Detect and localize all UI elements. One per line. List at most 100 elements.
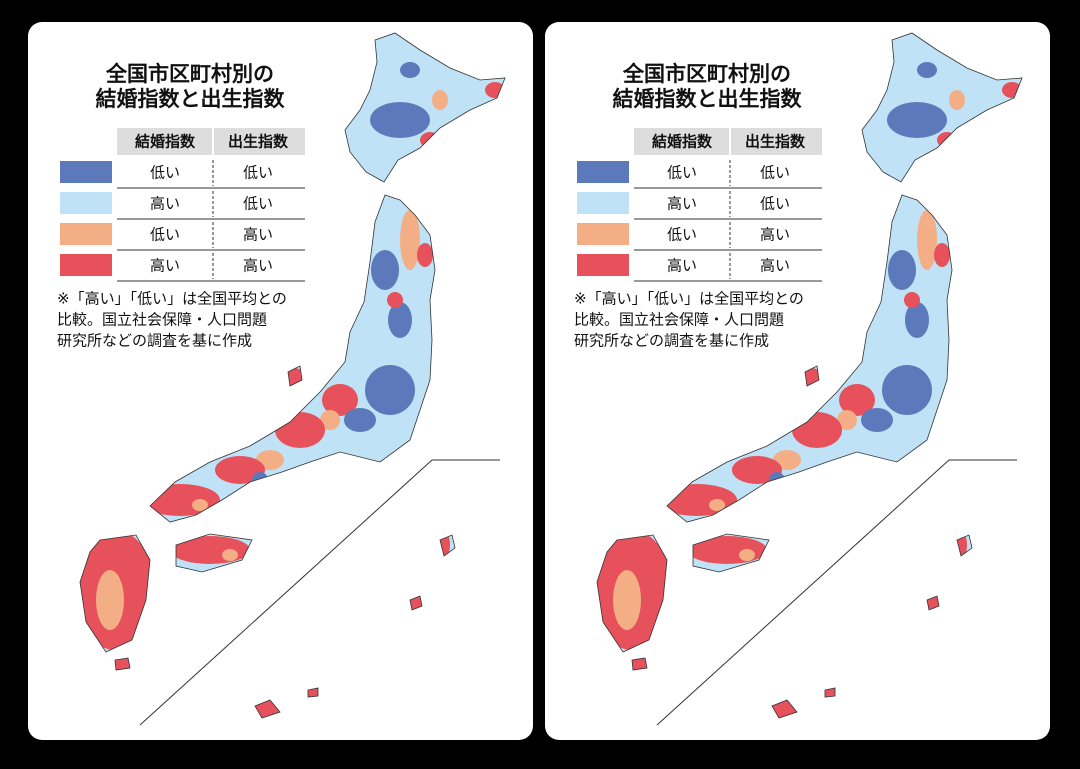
coast [861,32,1023,183]
coast [439,534,456,557]
regions [80,62,505,718]
legend-header: 出生指数 [745,133,806,151]
legend-marriage: 低い [667,164,697,182]
region [344,408,376,432]
inset-frame [656,459,1017,726]
region [432,90,448,110]
region [732,456,782,484]
title: 全国市区町村別の [622,62,791,86]
note: 比較。国立社会保障・人口問題 [57,311,267,329]
coast [771,699,798,719]
coast [926,595,940,611]
coast [409,595,423,611]
region [320,410,340,430]
note: ※「高い」「低い」は全国平均との [574,290,804,308]
map-panel: 全国市区町村別の 結婚指数と出生指数 結婚指数 出生指数 低い 低い 高い 低い 低い 高い 高い高… [28,22,533,740]
region [917,62,937,78]
coast [666,194,953,523]
region [905,302,929,338]
legend-swatch [577,254,629,276]
legend-marriage: 高い [667,257,697,275]
region [417,243,433,267]
region [222,549,238,561]
region [687,536,767,564]
legend-header: 結婚指数 [135,133,196,151]
inset-frame [139,459,500,726]
region [388,302,412,338]
coast [79,534,151,653]
region [400,210,420,270]
region [140,484,220,516]
legend-birth: 低い [760,164,790,182]
region [322,384,358,416]
region [613,570,641,630]
region [371,250,399,290]
coast [254,699,281,719]
header-bg [117,128,305,155]
region [420,132,440,148]
legend-birth: 高い [760,257,790,275]
region [100,654,140,674]
region [887,102,947,138]
note: ※「高い」「低い」は全国平均との [57,290,287,308]
legend-swatch [60,161,112,183]
region [252,472,268,488]
region [839,384,875,416]
coast [804,365,820,387]
legend-marriage: 低い [150,164,180,182]
legend-birth: 高い [243,226,273,244]
map-svg: 全国市区町村別の結婚指数と出生指数結婚指数 出生指数低い 低い高い 低い低い 高い高い高… [574,32,1023,726]
title: 結婚指数と出生指数 [96,87,286,111]
legend-swatch [577,161,629,183]
region [275,412,325,448]
title: 結婚指数と出生指数 [613,87,803,111]
region [215,456,265,484]
map-panel: 全国市区町村別の 結婚指数と出生指数 結婚指数 出生指数 低い 低い 高い 低い 低い 高い 高い高… [545,22,1050,740]
coast [692,533,770,573]
region [888,250,916,290]
coast [344,32,506,183]
region [917,210,937,270]
note: 研究所などの調査を基に作成 [57,332,252,350]
coast [114,657,131,671]
land [667,195,952,522]
note: 研究所などの調査を基に作成 [574,332,769,350]
region [250,700,290,718]
land [862,33,1022,182]
coast [287,365,303,387]
legend-swatch [60,192,112,214]
coast [149,194,436,523]
region [792,412,842,448]
regions [597,62,1022,718]
map-svg: 全国市区町村別の結婚指数と出生指数結婚指数 出生指数低い 低い高い 低い低い 高い高い高… [57,32,506,726]
land [345,33,505,182]
region [400,580,440,620]
legend-header: 出生指数 [228,133,289,151]
coast [824,687,836,698]
legend-swatch [60,223,112,245]
region [400,62,420,78]
header-bg [634,128,822,155]
legend-birth: 低い [760,195,790,213]
legend-marriage: 低い [150,226,180,244]
note: 比較。国立社会保障・人口問題 [574,311,784,329]
coast [596,534,668,653]
region [485,82,505,98]
region [949,90,965,110]
legend-marriage: 高い [667,195,697,213]
region [837,410,857,430]
region [657,484,737,516]
region [769,472,785,488]
legend-birth: 低い [243,164,273,182]
region [739,549,755,561]
region [904,292,920,308]
legend-marriage: 高い [150,257,180,275]
region [617,654,657,674]
region [370,102,430,138]
legend-birth: 高い [760,226,790,244]
legend-swatch [577,223,629,245]
legend-birth: 高い [243,257,273,275]
legend-swatch [577,192,629,214]
legend-marriage: 高い [150,195,180,213]
